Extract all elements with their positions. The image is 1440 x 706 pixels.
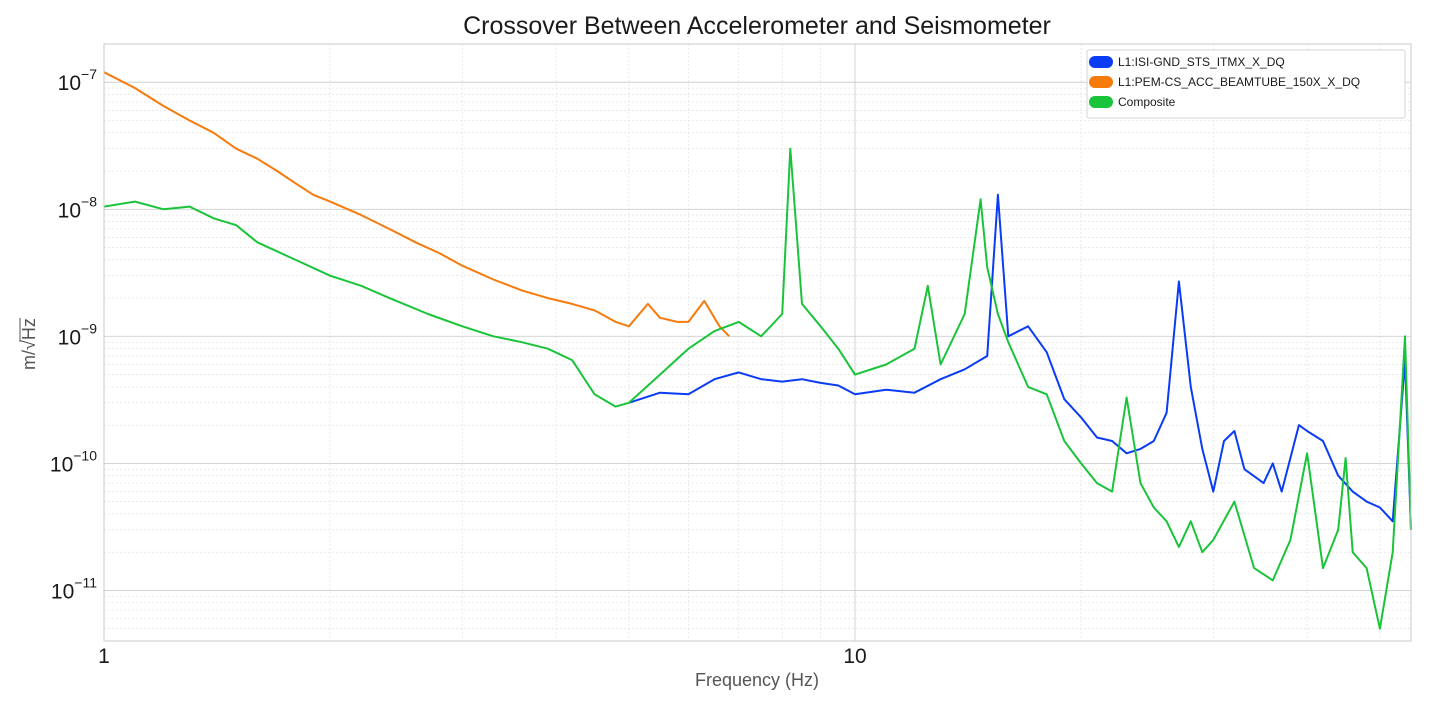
x-axis-label: Frequency (Hz) — [695, 670, 819, 690]
x-tick-label: 1 — [98, 645, 110, 668]
x-axis-ticks: 1 10 — [98, 645, 867, 668]
series-layer — [103, 71, 1412, 630]
y-tick-label: 10−9 — [58, 320, 98, 349]
major-grid — [103, 44, 1411, 641]
y-axis-ticks: 10−7 10−8 10−9 10−10 10−11 — [50, 66, 97, 603]
legend-swatch-2 — [1089, 96, 1113, 108]
plot-background — [104, 44, 1411, 641]
series-line-2 — [103, 147, 1412, 630]
plot-area — [104, 44, 1411, 641]
svg-text:m/√Hz: m/√Hz — [19, 318, 39, 370]
legend-swatch-0 — [1089, 56, 1113, 68]
y-axis-label: m/√Hz — [19, 318, 39, 370]
legend-swatch-1 — [1089, 76, 1113, 88]
y-tick-label: 10−11 — [51, 574, 97, 603]
series-line-1 — [103, 71, 730, 337]
legend-label-1: L1:PEM-CS_ACC_BEAMTUBE_150X_X_DQ — [1118, 75, 1360, 89]
y-axis-label-prefix: m/ — [19, 350, 39, 370]
y-tick-label: 10−7 — [58, 66, 98, 95]
y-tick-label: 10−10 — [50, 447, 97, 476]
plot-frame — [103, 43, 1412, 642]
plot-border — [103, 43, 1412, 642]
y-axis-label-radical: √ — [19, 340, 39, 350]
legend-label-2: Composite — [1118, 95, 1176, 109]
legend-box — [1086, 49, 1406, 119]
y-tick-label: 10−8 — [58, 193, 98, 222]
x-tick-label: 10 — [843, 645, 866, 668]
legend: L1:ISI-GND_STS_ITMX_X_DQ L1:PEM-CS_ACC_BE… — [1086, 49, 1406, 119]
legend-label-0: L1:ISI-GND_STS_ITMX_X_DQ — [1118, 55, 1285, 69]
chart-title: Crossover Between Accelerometer and Seis… — [463, 12, 1051, 40]
y-axis-label-radicand: Hz — [19, 318, 39, 340]
